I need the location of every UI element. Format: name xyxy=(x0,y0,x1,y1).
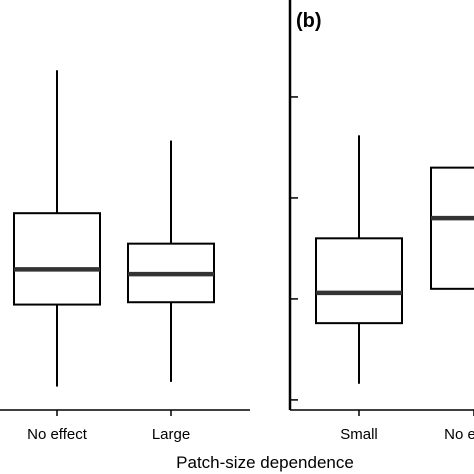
panel-b-small-category-label: Small xyxy=(340,426,378,443)
panel-a-no-effect-category-label: No effect xyxy=(27,426,88,443)
panel-b-small-box xyxy=(315,237,403,325)
panel-a-large-category-label: Large xyxy=(152,426,190,443)
panel-b-label: (b) xyxy=(296,10,322,32)
panel-b: (b) Small No effect xyxy=(288,0,474,443)
x-axis-title: Patch-size dependence xyxy=(176,453,354,472)
panel-b-no-effect-category-label: No effect xyxy=(444,426,474,443)
panel-a: No effect Large xyxy=(0,70,250,443)
panel-a-no-effect-box xyxy=(13,212,101,306)
panel-b-no-effect-box xyxy=(430,166,474,290)
